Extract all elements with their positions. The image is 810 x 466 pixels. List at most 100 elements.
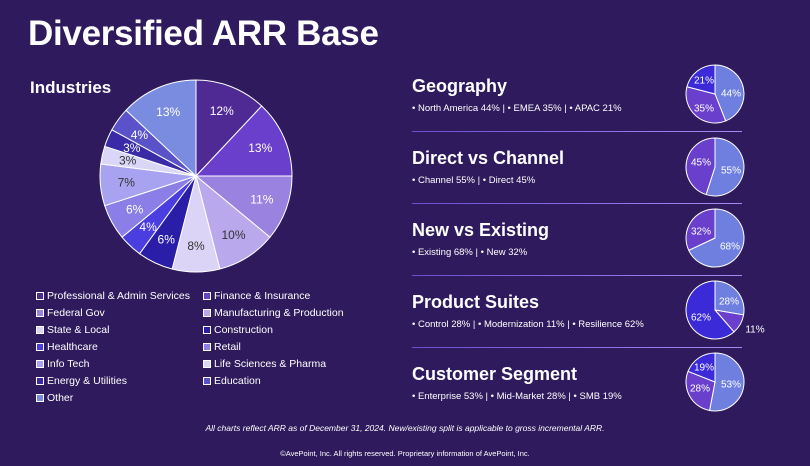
industries-data-label: 3% [123,141,141,155]
new-vs-existing-pie: 68% 32% [685,208,745,268]
panel-new-vs-existing: New vs Existing • Existing 68% | • New 3… [412,220,742,292]
direct-vs-channel-slice [705,137,745,197]
customer-segment-slice [708,352,745,412]
industries-data-label: 11% [250,193,273,207]
legend-item: Federal Gov [36,307,105,319]
panel-customer-segment: Customer Segment • Enterprise 53% | • Mi… [412,364,742,436]
legend-swatch-icon [36,343,44,351]
page-title: Diversified ARR Base [28,14,379,53]
legend-label: Construction [214,324,273,336]
geography-data-label: 21% [694,76,714,87]
direct-vs-channel-data-label: 55% [721,166,741,177]
legend-swatch-icon [36,394,44,402]
legend-label: Finance & Insurance [214,290,311,302]
industries-data-label: 3% [119,154,137,168]
product-suites-data-label: 62% [691,313,711,324]
industries-title: Industries [30,78,112,97]
divider [412,203,742,204]
divider [412,347,742,348]
new-vs-existing-slice [688,208,745,268]
legend-item: Life Sciences & Pharma [203,358,326,370]
new-vs-existing-data-label: 32% [691,227,711,238]
industries-data-label: 4% [139,220,157,234]
panel-geography: Geography • North America 44% | • EMEA 3… [412,76,742,148]
panel-title: Product Suites [412,292,540,312]
geography-slice [686,64,716,95]
customer-segment-data-label: 19% [694,363,714,374]
copyright: ©AvePoint, Inc. All rights reserved. Pro… [280,449,530,458]
panel-title: New vs Existing [412,220,550,240]
legend-label: Federal Gov [47,307,105,319]
customer-segment-data-label: 28% [690,384,710,395]
panel-description: • North America 44% | • EMEA 35% | • APA… [412,103,622,114]
panel-title: Geography [412,76,508,96]
panel-description: • Control 28% | • Modernization 11% | • … [412,319,644,330]
geography-data-label: 44% [721,89,741,100]
legend-label: State & Local [47,324,110,336]
customer-segment-slice [685,370,716,412]
industries-data-label: 12% [210,104,234,118]
legend-label: Professional & Admin Services [47,290,190,302]
industries-data-label: 6% [158,232,176,246]
industries-slice [125,79,197,178]
product-suites-data-label: 28% [719,297,739,308]
industries-slice [194,175,293,238]
industries-data-label: 4% [131,128,149,142]
direct-vs-channel-slice [685,137,716,196]
product-suites-slice [685,280,735,340]
legend-label: Other [47,392,74,404]
legend-item: Professional & Admin Services [36,290,190,302]
direct-vs-channel-pie: 55% 45% [685,137,745,197]
legend-item: Other [36,392,73,404]
legend-label: Education [214,375,261,387]
geography-slice [714,64,745,122]
panel-description: • Enterprise 53% | • Mid-Market 28% | • … [412,391,622,402]
panel-direct-vs-channel: Direct vs Channel • Channel 55% | • Dire… [412,148,742,220]
product-suites-slice [714,280,745,316]
customer-segment-data-label: 53% [721,380,741,391]
legend-swatch-icon [203,326,211,334]
geography-data-label: 35% [694,104,714,115]
new-vs-existing-data-label: 68% [720,242,740,253]
industries-data-label: 6% [126,203,144,217]
legend-item: Retail [203,341,241,353]
legend-label: Info Tech [47,358,90,370]
panel-title: Direct vs Channel [412,148,565,168]
legend-item: Finance & Insurance [203,290,310,302]
divider [412,275,742,276]
panel-product-suites: Product Suites • Control 28% | • Moderni… [412,292,742,364]
industries-data-label: 13% [156,105,180,119]
legend-item: Construction [203,324,273,336]
legend-swatch-icon [36,292,44,300]
legend-swatch-icon [203,309,211,317]
product-suites-pie: 28% 11% 62% [685,280,765,340]
legend-item: Manufacturing & Production [203,307,344,319]
divider [412,131,742,132]
legend-swatch-icon [203,292,211,300]
legend-swatch-icon [36,309,44,317]
panel-description: • Existing 68% | • New 32% [412,247,528,258]
industries-data-label: 10% [221,228,245,242]
new-vs-existing-slice [685,208,716,252]
legend-item: Energy & Utilities [36,375,127,387]
legend-item: State & Local [36,324,109,336]
industries-data-label: 8% [187,239,205,253]
customer-segment-pie: 53% 28% 19% [685,352,745,412]
legend-item: Healthcare [36,341,98,353]
footnote: All charts reflect ARR as of December 31… [205,423,605,433]
legend-swatch-icon [203,343,211,351]
legend-swatch-icon [36,377,44,385]
legend-swatch-icon [203,360,211,368]
industries-data-label: 13% [248,141,272,155]
product-suites-data-label: 11% [745,325,764,336]
legend-swatch-icon [203,377,211,385]
legend-label: Healthcare [47,341,98,353]
geography-pie: 44% 35% 21% [685,64,745,124]
panel-title: Customer Segment [412,364,578,384]
legend-swatch-icon [36,326,44,334]
panel-description: • Channel 55% | • Direct 45% [412,175,536,186]
legend-swatch-icon [36,360,44,368]
legend-label: Energy & Utilities [47,375,127,387]
legend-label: Life Sciences & Pharma [214,358,327,370]
